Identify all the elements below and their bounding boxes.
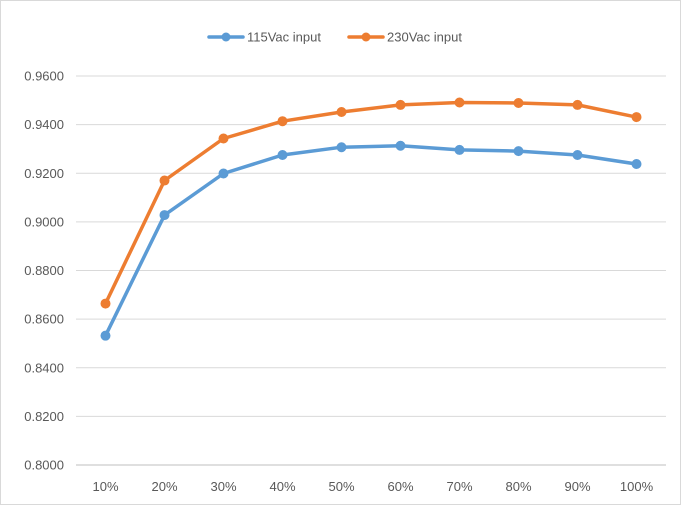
y-tick-label: 0.9400 — [24, 117, 64, 132]
grid-lines — [76, 76, 666, 465]
data-point — [573, 100, 582, 109]
series-line-2 — [106, 103, 637, 304]
data-point — [455, 98, 464, 107]
x-tick-label: 90% — [564, 479, 590, 494]
legend-marker-1 — [222, 33, 231, 42]
data-point — [219, 169, 228, 178]
legend: 115Vac input 230Vac input — [209, 30, 462, 45]
y-tick-label: 0.9600 — [24, 69, 64, 84]
data-point — [455, 145, 464, 154]
legend-label-1: 115Vac input — [247, 30, 321, 45]
data-point — [219, 134, 228, 143]
data-point — [514, 147, 523, 156]
data-point — [101, 299, 110, 308]
x-tick-label: 60% — [387, 479, 413, 494]
y-axis-ticks: 0.8000 0.8200 0.8400 0.8600 0.8800 0.9000 0.92… — [24, 69, 64, 473]
data-point — [396, 100, 405, 109]
legend-label-2: 230Vac input — [387, 30, 462, 45]
x-tick-label: 100% — [620, 479, 654, 494]
data-point — [278, 151, 287, 160]
data-point — [101, 331, 110, 340]
data-point — [514, 98, 523, 107]
data-point — [573, 151, 582, 160]
x-tick-label: 30% — [210, 479, 236, 494]
series-group — [101, 98, 641, 340]
data-point — [396, 141, 405, 150]
y-tick-label: 0.9000 — [24, 214, 64, 229]
y-tick-label: 0.9200 — [24, 166, 64, 181]
data-point — [337, 107, 346, 116]
legend-marker-2 — [362, 33, 371, 42]
data-point — [337, 143, 346, 152]
y-tick-label: 0.8600 — [24, 312, 64, 327]
x-axis-ticks: 10% 20% 30% 40% 50% 60% 70% 80% 90% 100% — [92, 479, 653, 494]
x-tick-label: 20% — [151, 479, 177, 494]
data-point — [278, 117, 287, 126]
data-point — [632, 160, 641, 169]
y-tick-label: 0.8800 — [24, 263, 64, 278]
x-tick-label: 40% — [269, 479, 295, 494]
data-point — [160, 211, 169, 220]
x-tick-label: 70% — [446, 479, 472, 494]
x-tick-label: 80% — [505, 479, 531, 494]
data-point — [160, 176, 169, 185]
y-tick-label: 0.8200 — [24, 409, 64, 424]
x-tick-label: 10% — [92, 479, 118, 494]
data-point — [632, 113, 641, 122]
y-tick-label: 0.8000 — [24, 458, 64, 473]
series-line-1 — [106, 146, 637, 336]
y-tick-label: 0.8400 — [24, 360, 64, 375]
x-tick-label: 50% — [328, 479, 354, 494]
